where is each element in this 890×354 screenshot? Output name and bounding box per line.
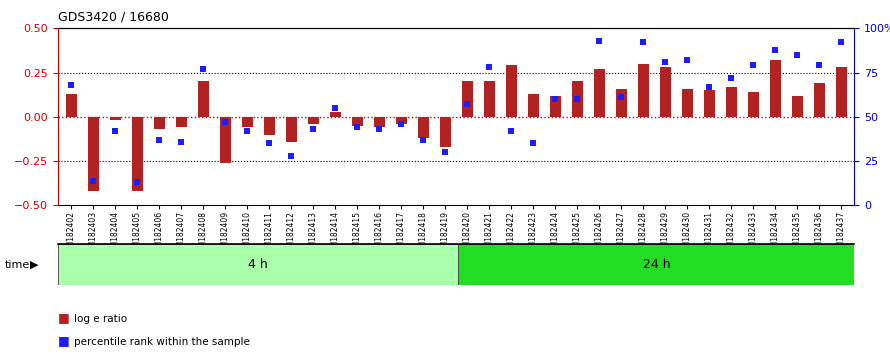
Bar xyxy=(483,81,495,117)
Point xyxy=(526,141,540,146)
Point xyxy=(790,52,805,58)
Bar xyxy=(792,96,803,117)
Bar xyxy=(220,117,231,163)
Point xyxy=(724,75,739,81)
Bar xyxy=(109,117,120,120)
Text: 24 h: 24 h xyxy=(643,258,670,271)
Bar xyxy=(770,60,781,117)
Bar xyxy=(58,244,458,285)
Text: ▶: ▶ xyxy=(30,259,39,270)
Point xyxy=(812,63,826,68)
Point xyxy=(328,105,343,111)
Point xyxy=(394,121,409,127)
Bar xyxy=(308,117,319,124)
Bar xyxy=(87,117,99,191)
Point xyxy=(636,40,651,45)
Text: GDS3420 / 16680: GDS3420 / 16680 xyxy=(58,11,169,24)
Point xyxy=(768,47,782,52)
Text: 4 h: 4 h xyxy=(248,258,268,271)
Point xyxy=(218,119,232,125)
Bar xyxy=(263,117,275,135)
Bar xyxy=(286,117,296,142)
Point xyxy=(262,141,276,146)
Point xyxy=(548,96,562,102)
Bar xyxy=(132,117,142,191)
Text: log e ratio: log e ratio xyxy=(74,314,127,324)
Point xyxy=(416,137,430,143)
Bar xyxy=(748,92,758,117)
Bar xyxy=(440,117,450,147)
Point xyxy=(306,126,320,132)
Bar xyxy=(704,90,715,117)
Bar xyxy=(175,117,187,127)
Bar xyxy=(462,81,473,117)
Bar xyxy=(725,87,737,117)
Bar xyxy=(198,81,208,117)
Point xyxy=(614,95,628,100)
Point xyxy=(834,40,848,45)
Point xyxy=(746,63,760,68)
Text: time: time xyxy=(4,259,29,270)
Bar xyxy=(506,65,516,117)
Point xyxy=(460,102,474,107)
Bar xyxy=(813,83,825,117)
Point xyxy=(108,128,122,134)
Bar xyxy=(417,117,429,138)
Point xyxy=(64,82,78,88)
Bar xyxy=(241,117,253,127)
Point xyxy=(350,125,364,130)
Bar xyxy=(66,94,77,117)
Point xyxy=(284,153,298,159)
Text: ■: ■ xyxy=(58,334,69,347)
Bar xyxy=(154,117,165,129)
Point xyxy=(592,38,606,44)
Bar xyxy=(637,64,649,117)
Bar xyxy=(659,67,671,117)
Bar xyxy=(594,69,604,117)
Point xyxy=(680,57,694,63)
Point xyxy=(482,64,497,70)
Bar xyxy=(396,117,407,124)
Point xyxy=(504,128,518,134)
Point xyxy=(372,126,386,132)
Bar xyxy=(528,94,538,117)
Text: ■: ■ xyxy=(58,311,69,324)
Text: percentile rank within the sample: percentile rank within the sample xyxy=(74,337,250,347)
Bar xyxy=(571,81,583,117)
Bar xyxy=(836,67,846,117)
Bar xyxy=(374,117,384,127)
Bar xyxy=(458,244,854,285)
Bar xyxy=(352,117,362,126)
Point xyxy=(174,139,188,144)
Point xyxy=(86,178,101,183)
Point xyxy=(196,66,210,72)
Point xyxy=(438,149,452,155)
Bar xyxy=(550,96,561,117)
Point xyxy=(240,128,255,134)
Point xyxy=(570,96,584,102)
Point xyxy=(130,179,144,185)
Bar xyxy=(616,88,627,117)
Point xyxy=(702,84,716,90)
Point xyxy=(658,59,672,65)
Bar xyxy=(329,112,341,117)
Bar xyxy=(682,88,692,117)
Point xyxy=(152,137,166,143)
